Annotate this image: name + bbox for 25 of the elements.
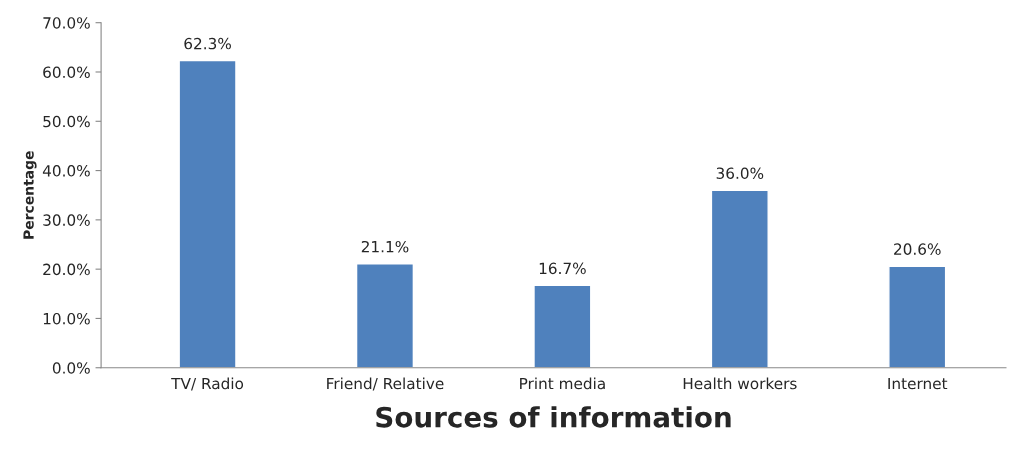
x-tick-label: Health workers (683, 377, 797, 390)
y-tick-label: 50.0% (43, 115, 90, 128)
y-tick-label: 60.0% (43, 66, 90, 79)
data-label: 62.3% (184, 37, 231, 50)
y-axis-title: Percentage (23, 151, 37, 239)
y-tick-label: 10.0% (43, 312, 90, 325)
bar (888, 265, 947, 368)
bar (533, 284, 592, 368)
data-label: 16.7% (539, 262, 586, 275)
bar (710, 189, 769, 368)
bar (355, 263, 415, 368)
y-tick-label: 70.0% (43, 17, 90, 29)
data-label: 20.6% (894, 243, 941, 255)
bar (178, 59, 237, 368)
data-label: 36.0% (716, 167, 764, 179)
x-tick-label: Friend/ Relative (327, 377, 444, 391)
y-tick-label: 30.0% (43, 214, 90, 226)
x-axis-title: Sources of information (376, 406, 731, 428)
data-label: 21.1% (361, 240, 409, 253)
x-tick-label: Internet (888, 377, 948, 390)
y-tick-label: 20.0% (43, 263, 90, 276)
x-tick-label: TV/ Radio (171, 377, 244, 391)
y-tick-label: 40.0% (42, 165, 90, 177)
x-tick-label: Print media (520, 377, 605, 390)
y-tick-label: 0.0% (52, 362, 90, 374)
